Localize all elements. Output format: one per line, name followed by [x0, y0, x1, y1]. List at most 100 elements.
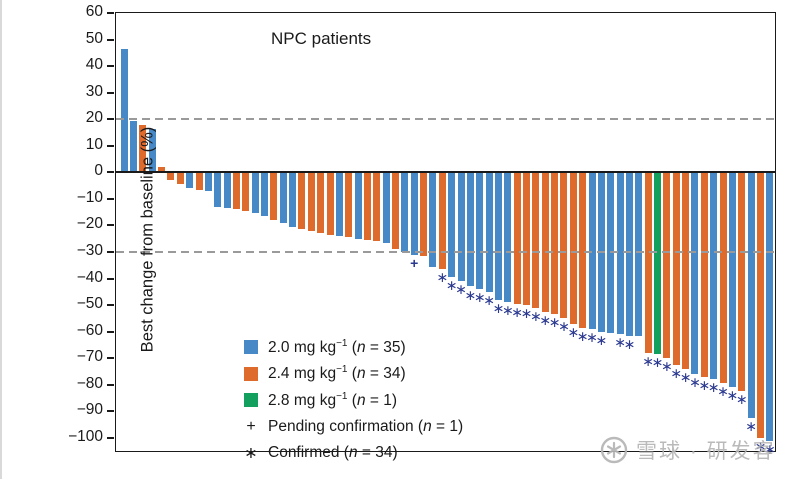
confirmed-marker: ∗: [501, 302, 514, 319]
y-tick-label: −70: [76, 348, 103, 366]
confirmed-marker: ∗: [754, 437, 767, 454]
y-tick-mark: [107, 12, 114, 14]
bar-segment: [466, 172, 474, 287]
y-tick-label: −20: [76, 215, 103, 233]
y-tick-mark: [107, 224, 114, 227]
bar-segment: [429, 172, 437, 267]
bar-segment: [223, 172, 231, 209]
legend-item: ∗ Confirmed (n = 34): [244, 440, 463, 467]
bar-segment: [204, 172, 212, 191]
y-tick-mark: [107, 357, 114, 360]
bar-segment: [167, 172, 175, 181]
confirmed-marker: ∗: [614, 334, 626, 351]
bar-segment: [700, 172, 708, 377]
legend-swatch: [244, 366, 258, 381]
y-tick-mark: [107, 277, 114, 280]
bar-segment: [317, 172, 325, 234]
bar-segment: [710, 172, 718, 380]
bar-segment: [756, 172, 764, 438]
y-tick-mark: [107, 38, 114, 41]
page-left-border: [0, 0, 2, 479]
y-tick-label: 40: [85, 56, 103, 74]
confirmed-marker: ∗: [623, 335, 636, 352]
y-tick-mark: [107, 250, 114, 253]
confirmed-marker: ∗: [586, 328, 598, 345]
y-tick-mark: [107, 330, 114, 333]
legend-swatch: [244, 340, 258, 355]
bar-segment: [625, 172, 633, 336]
y-tick-label: −100: [68, 427, 103, 445]
bar-segment: [485, 172, 493, 292]
bar-segment: [410, 172, 418, 255]
bar-segment: [635, 172, 643, 336]
confirmed-marker: ∗: [455, 281, 467, 298]
bar-segment: [186, 172, 194, 189]
bar-segment: [420, 172, 428, 256]
y-tick-mark: [107, 304, 114, 307]
confirmed-marker: ∗: [698, 376, 711, 393]
y-tick-mark: [107, 65, 114, 68]
bar-segment: [289, 172, 297, 227]
legend-label: 2.0 mg kg−1 (n = 35): [268, 337, 406, 356]
y-tick-label: 20: [85, 109, 103, 127]
reference-dashed-line: [116, 118, 775, 121]
y-tick-mark: [107, 118, 114, 121]
y-axis-title: Best change from baseline (%): [138, 126, 157, 353]
bar-segment: [513, 172, 521, 304]
bar-segment: [457, 172, 465, 282]
confirmed-marker: ∗: [445, 277, 458, 294]
bar-segment: [373, 172, 381, 242]
bar-segment: [148, 128, 156, 173]
reference-dashed-line: [116, 250, 775, 253]
y-tick-mark: [107, 383, 114, 386]
confirmed-marker: ∗: [689, 374, 701, 391]
confirmed-marker: ∗: [530, 307, 542, 324]
bar-segment: [382, 172, 390, 243]
bar-segment: [654, 172, 662, 355]
bar-segment: [363, 172, 371, 241]
bar-segment: [335, 172, 343, 237]
y-tick-label: 30: [85, 82, 103, 100]
bar-segment: [672, 172, 680, 365]
bar-segment: [541, 172, 549, 312]
legend-label: 2.4 mg kg−1 (n = 34): [268, 364, 406, 383]
bar-segment: [579, 172, 587, 328]
bar-segment: [532, 172, 540, 308]
y-tick-mark: [107, 144, 114, 147]
y-tick-label: 0: [94, 162, 103, 180]
bar-segment: [195, 172, 203, 190]
bar-segment: [738, 172, 746, 392]
confirmed-marker: ∗: [520, 305, 533, 322]
confirmed-marker: ∗: [651, 354, 664, 371]
confirmed-marker: ∗: [436, 269, 449, 286]
bar-segment: [494, 172, 502, 300]
confirmed-legend-icon: ∗: [244, 445, 258, 463]
bar-segment: [682, 172, 690, 369]
waterfall-plot-area: NPC patients + ∗ ∗ ∗ ∗ ∗ ∗ ∗ ∗ ∗ ∗ ∗ ∗ ∗ ∗ ∗ ∗ ∗ ∗ ∗ ∗ ∗ ∗ ∗ ∗ ∗ ∗…: [107, 12, 776, 462]
confirmed-marker: ∗: [595, 331, 608, 348]
bar-segment: [523, 172, 531, 306]
bar-segment: [251, 172, 259, 214]
bar-segment: [270, 172, 278, 221]
chart-title: NPC patients: [271, 29, 372, 48]
bar-segment: [120, 48, 128, 173]
bar-segment: [354, 172, 362, 239]
confirmed-marker: ∗: [567, 323, 580, 340]
y-tick-mark: [107, 410, 114, 413]
bar-segment: [401, 172, 409, 252]
confirmed-marker: ∗: [745, 417, 757, 434]
confirmed-marker: ∗: [642, 352, 655, 369]
confirmed-marker: ∗: [763, 440, 776, 457]
legend-label: Confirmed (n = 34): [268, 444, 398, 462]
confirmed-marker: ∗: [735, 391, 748, 408]
confirmed-marker: ∗: [483, 291, 495, 308]
y-tick-label: −10: [76, 188, 103, 206]
confirmed-marker: ∗: [576, 327, 589, 344]
bar-segment: [588, 172, 596, 329]
y-tick-label: 60: [85, 3, 103, 20]
legend-item: 2.8 mg kg−1 (n = 1): [244, 387, 463, 414]
y-tick-label: −30: [76, 241, 103, 259]
legend-label: 2.8 mg kg−1 (n = 1): [268, 390, 398, 409]
confirmed-marker: ∗: [558, 318, 570, 335]
bar-segment: [569, 172, 577, 324]
